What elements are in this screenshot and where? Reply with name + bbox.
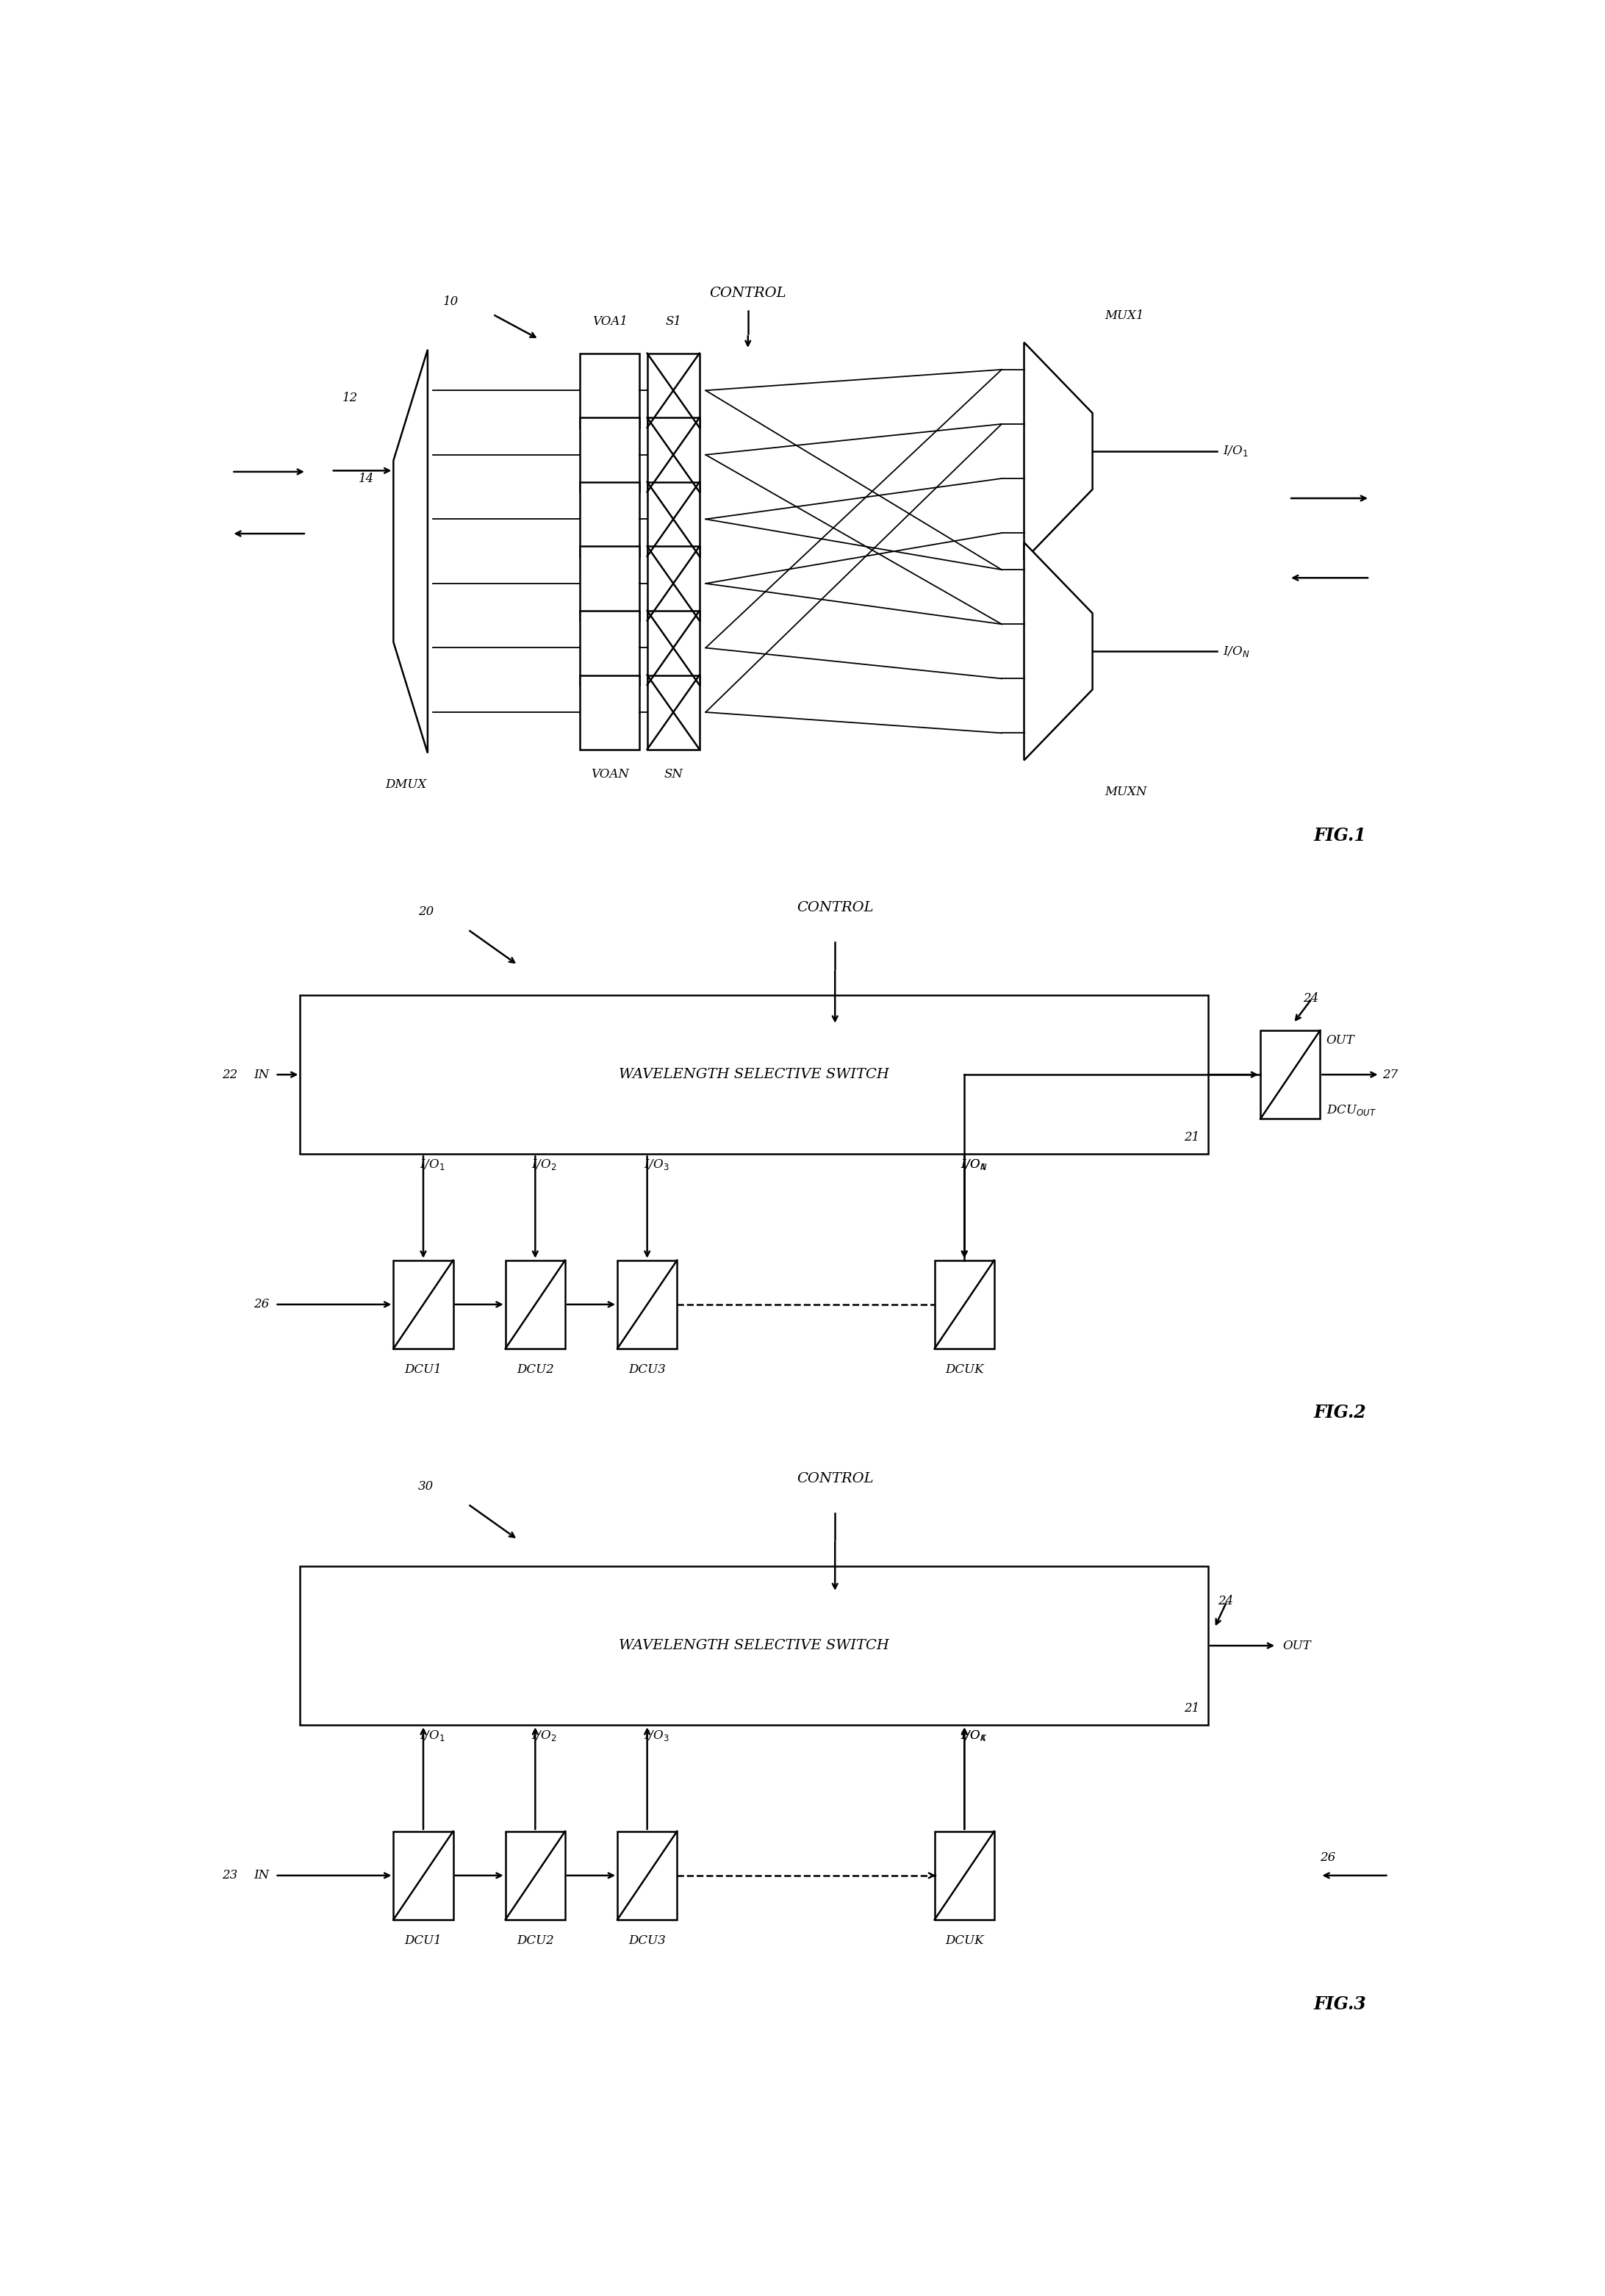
Bar [579,482,640,556]
Text: I/O$_N$: I/O$_N$ [1223,645,1250,659]
Text: I/O$_4$: I/O$_4$ [961,1729,987,1743]
Text: 27: 27 [1382,1068,1398,1081]
Text: CONTROL: CONTROL [796,902,873,914]
Text: 24: 24 [1303,992,1318,1006]
Bar [647,354,700,427]
Text: VOAN: VOAN [591,767,629,781]
Text: SN: SN [664,767,682,781]
Text: I/O$_3$: I/O$_3$ [644,1729,669,1743]
Text: IN: IN [254,1869,270,1883]
Bar [300,994,1209,1155]
Text: FIG.2: FIG.2 [1314,1403,1366,1421]
Bar [934,1832,993,1919]
Text: 10: 10 [443,296,459,308]
Text: I/O$_4$: I/O$_4$ [961,1157,987,1171]
Text: CONTROL: CONTROL [709,287,786,301]
Text: OUT: OUT [1282,1639,1311,1651]
Text: 24: 24 [1218,1596,1234,1607]
Text: I/O$_K$: I/O$_K$ [961,1729,987,1743]
Text: I/O$_2$: I/O$_2$ [531,1157,557,1171]
Text: MUX1: MUX1 [1104,310,1144,321]
Bar [618,1832,677,1919]
Bar [647,546,700,620]
Bar [647,675,700,748]
Text: I/O$_1$: I/O$_1$ [1223,443,1249,459]
Text: WAVELENGTH SELECTIVE SWITCH: WAVELENGTH SELECTIVE SWITCH [620,1639,889,1653]
Text: 21: 21 [1184,1132,1199,1143]
Bar [1260,1031,1321,1118]
Bar [579,546,640,620]
Bar [934,1261,993,1348]
Text: DCU$_{OUT}$: DCU$_{OUT}$ [1326,1102,1377,1116]
Text: S1: S1 [664,315,682,328]
Text: DCU2: DCU2 [517,1364,554,1375]
Text: 14: 14 [358,473,374,484]
Text: I/O$_N$: I/O$_N$ [961,1157,987,1171]
Text: DCU3: DCU3 [629,1936,666,1947]
Text: DCU2: DCU2 [517,1936,554,1947]
Bar [506,1261,565,1348]
Bar [506,1832,565,1919]
Polygon shape [1024,542,1093,760]
Bar [579,354,640,427]
Text: 12: 12 [342,393,358,404]
Text: 23: 23 [223,1869,238,1883]
Text: MUXN: MUXN [1104,785,1148,799]
Bar [300,1566,1209,1724]
Text: DCUK: DCUK [945,1936,984,1947]
Text: OUT: OUT [1326,1033,1355,1047]
Text: 21: 21 [1184,1701,1199,1715]
Text: VOA1: VOA1 [592,315,628,328]
Bar [647,418,700,491]
Text: WAVELENGTH SELECTIVE SWITCH: WAVELENGTH SELECTIVE SWITCH [620,1068,889,1081]
Text: DCU3: DCU3 [629,1364,666,1375]
Text: I/O$_1$: I/O$_1$ [419,1729,445,1743]
Text: DCU1: DCU1 [404,1364,441,1375]
Bar [647,611,700,684]
Text: 30: 30 [419,1481,433,1492]
Text: I/O$_2$: I/O$_2$ [531,1729,557,1743]
Polygon shape [1024,342,1093,560]
Text: FIG.1: FIG.1 [1314,827,1366,845]
Bar [647,482,700,556]
Text: CONTROL: CONTROL [796,1472,873,1486]
Text: 20: 20 [419,905,433,918]
Bar [393,1261,453,1348]
Bar [579,611,640,684]
Bar [393,1832,453,1919]
Text: IN: IN [254,1068,270,1081]
Bar [579,418,640,491]
Text: I/O$_1$: I/O$_1$ [419,1157,445,1171]
Text: 22: 22 [223,1068,238,1081]
Text: DMUX: DMUX [385,778,427,792]
Text: 26: 26 [254,1297,270,1311]
Bar [618,1261,677,1348]
Text: DCU1: DCU1 [404,1936,441,1947]
Text: FIG.3: FIG.3 [1314,1995,1366,2014]
Polygon shape [393,349,427,753]
Text: 26: 26 [1321,1851,1335,1864]
Text: I/O$_3$: I/O$_3$ [644,1157,669,1171]
Bar [579,675,640,748]
Text: DCUK: DCUK [945,1364,984,1375]
